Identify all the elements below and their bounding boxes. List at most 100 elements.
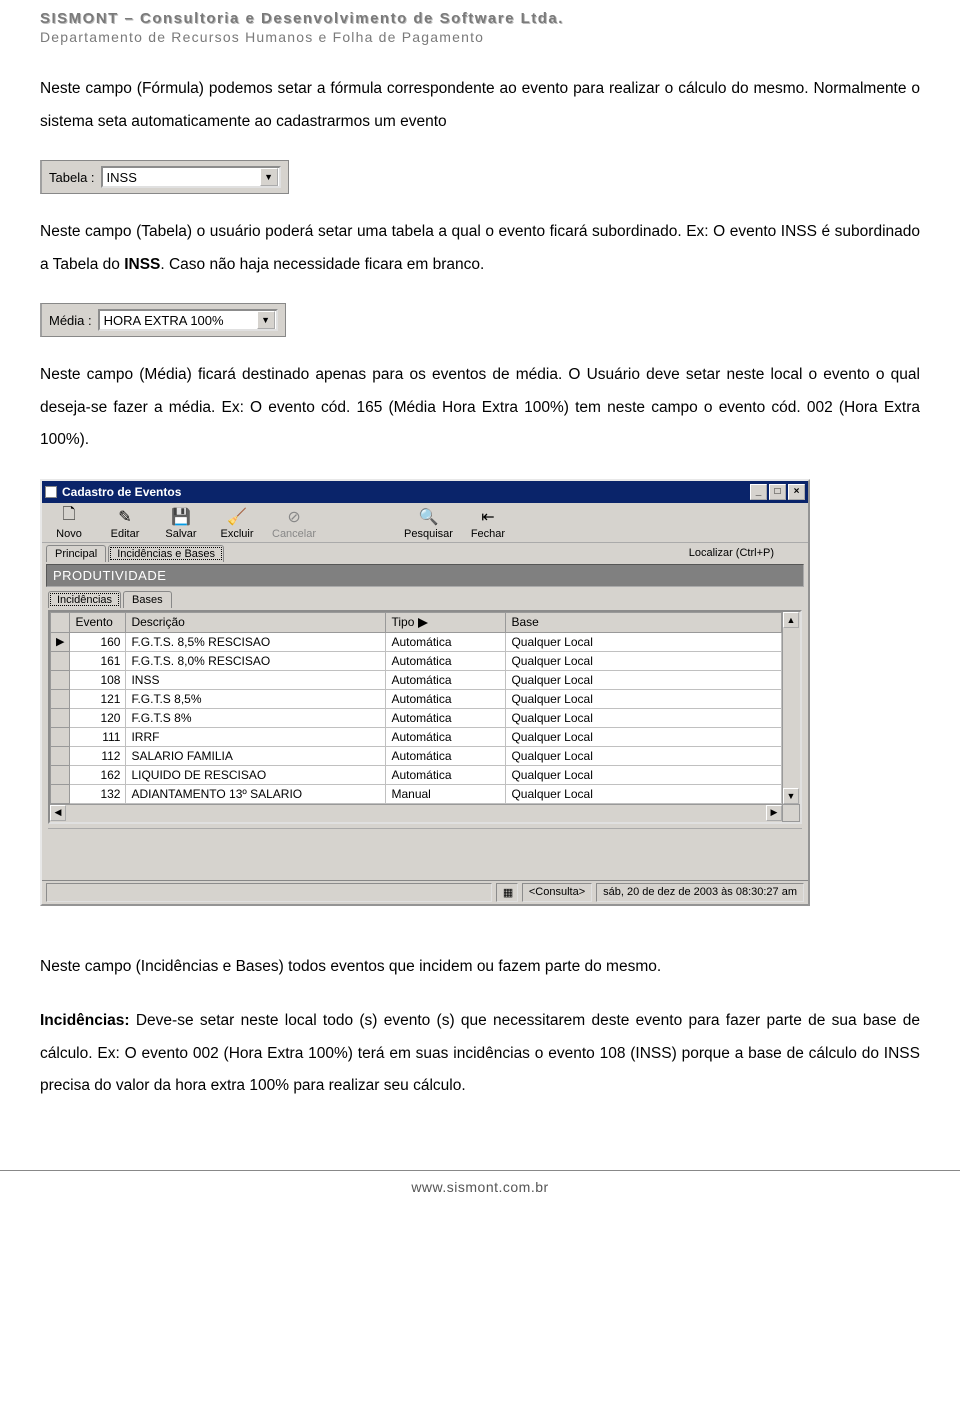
cell-descricao[interactable]: IRRF	[126, 727, 386, 746]
cell-tipo[interactable]: Automática	[386, 670, 506, 689]
row-indicator	[51, 765, 70, 784]
grid-corner-header	[51, 612, 70, 632]
col-descricao[interactable]: Descrição	[126, 612, 386, 632]
cell-tipo[interactable]: Automática	[386, 765, 506, 784]
tab-bases[interactable]: Bases	[123, 591, 172, 608]
cell-descricao[interactable]: F.G.T.S. 8,5% RESCISAO	[126, 632, 386, 651]
table-row[interactable]: 108INSSAutomáticaQualquer Local	[51, 670, 782, 689]
cell-evento[interactable]: 161	[70, 651, 126, 670]
col-base[interactable]: Base	[506, 612, 782, 632]
cell-tipo[interactable]: Automática	[386, 632, 506, 651]
grid-container: Evento Descrição Tipo Base ▶160F.G.T.S. …	[48, 610, 802, 824]
table-row[interactable]: ▶160F.G.T.S. 8,5% RESCISAOAutomáticaQual…	[51, 632, 782, 651]
produtividade-band: PRODUTIVIDADE	[46, 564, 804, 587]
tabela-value: INSS	[103, 170, 259, 185]
table-row[interactable]: 162LIQUIDO DE RESCISAOAutomáticaQualquer…	[51, 765, 782, 784]
cell-base[interactable]: Qualquer Local	[506, 670, 782, 689]
status-datetime: sáb, 20 de dez de 2003 às 08:30:27 am	[596, 883, 804, 902]
cell-tipo[interactable]: Automática	[386, 708, 506, 727]
cell-tipo[interactable]: Manual	[386, 784, 506, 803]
close-button[interactable]: ×	[788, 484, 805, 500]
cell-descricao[interactable]: F.G.T.S 8,5%	[126, 689, 386, 708]
media-combobox[interactable]: HORA EXTRA 100% ▼	[98, 309, 278, 331]
cell-descricao[interactable]: SALARIO FAMILIA	[126, 746, 386, 765]
cell-base[interactable]: Qualquer Local	[506, 746, 782, 765]
cell-evento[interactable]: 108	[70, 670, 126, 689]
cell-evento[interactable]: 120	[70, 708, 126, 727]
tab-incidencias-bases[interactable]: Incidências e Bases	[108, 545, 224, 562]
row-indicator	[51, 727, 70, 746]
cell-descricao[interactable]: F.G.T.S. 8,0% RESCISAO	[126, 651, 386, 670]
table-row[interactable]: 121F.G.T.S 8,5%AutomáticaQualquer Local	[51, 689, 782, 708]
editar-button[interactable]: ✎Editar	[104, 507, 146, 540]
cell-base[interactable]: Qualquer Local	[506, 708, 782, 727]
tabela-combobox[interactable]: INSS ▼	[101, 166, 281, 188]
media-field: Média : HORA EXTRA 100% ▼	[40, 303, 286, 337]
cell-base[interactable]: Qualquer Local	[506, 765, 782, 784]
chevron-down-icon[interactable]: ▼	[260, 168, 278, 186]
scroll-down-icon[interactable]: ▼	[783, 788, 799, 804]
fechar-button[interactable]: ⇤Fechar	[467, 507, 509, 540]
cell-base[interactable]: Qualquer Local	[506, 689, 782, 708]
table-row[interactable]: 132ADIANTAMENTO 13º SALARIOManualQualque…	[51, 784, 782, 803]
cell-descricao[interactable]: LIQUIDO DE RESCISAO	[126, 765, 386, 784]
col-evento[interactable]: Evento	[70, 612, 126, 632]
cell-descricao[interactable]: ADIANTAMENTO 13º SALARIO	[126, 784, 386, 803]
cell-tipo[interactable]: Automática	[386, 727, 506, 746]
window-title: Cadastro de Eventos	[62, 485, 181, 499]
toolbar: 🗋Novo ✎Editar 💾Salvar 🧹Excluir ⊘Cancelar 🔍Pes…	[42, 503, 808, 543]
minimize-button[interactable]: _	[750, 484, 767, 500]
cell-evento[interactable]: 121	[70, 689, 126, 708]
tabela-label: Tabela :	[49, 170, 95, 185]
excluir-button[interactable]: 🧹Excluir	[216, 507, 258, 540]
cell-evento[interactable]: 111	[70, 727, 126, 746]
tab-incidencias[interactable]: Incidências	[48, 591, 121, 608]
table-row[interactable]: 120F.G.T.S 8%AutomáticaQualquer Local	[51, 708, 782, 727]
sort-arrow-icon	[418, 618, 428, 628]
scroll-up-icon[interactable]: ▲	[783, 612, 799, 628]
table-row[interactable]: 161F.G.T.S. 8,0% RESCISAOAutomáticaQualq…	[51, 651, 782, 670]
cell-evento[interactable]: 112	[70, 746, 126, 765]
cell-base[interactable]: Qualquer Local	[506, 632, 782, 651]
eventos-grid[interactable]: Evento Descrição Tipo Base ▶160F.G.T.S. …	[50, 612, 782, 804]
cadastro-eventos-window: Cadastro de Eventos _ □ × 🗋Novo✎Editar💾S…	[40, 479, 810, 906]
cell-descricao[interactable]: INSS	[126, 670, 386, 689]
statusbar: ▦ <Consulta> sáb, 20 de dez de 2003 às 0…	[42, 880, 808, 904]
table-row[interactable]: 111IRRFAutomáticaQualquer Local	[51, 727, 782, 746]
cell-base[interactable]: Qualquer Local	[506, 784, 782, 803]
pesquisar-button[interactable]: 🔍Pesquisar	[404, 507, 453, 540]
chevron-down-icon[interactable]: ▼	[257, 311, 275, 329]
novo-button[interactable]: 🗋Novo	[48, 507, 90, 540]
doc-header-title: SISMONT – Consultoria e Desenvolvimento …	[40, 10, 920, 27]
cell-tipo[interactable]: Automática	[386, 746, 506, 765]
cancelar-button[interactable]: ⊘Cancelar	[272, 507, 316, 540]
col-tipo[interactable]: Tipo	[386, 612, 506, 632]
status-grid-icon: ▦	[496, 883, 518, 902]
cell-base[interactable]: Qualquer Local	[506, 727, 782, 746]
horizontal-scrollbar[interactable]: ◀ ▶	[50, 804, 782, 822]
paragraph-incidencias-detail: Incidências: Deve-se setar neste local t…	[40, 1005, 920, 1103]
cell-tipo[interactable]: Automática	[386, 651, 506, 670]
cell-base[interactable]: Qualquer Local	[506, 651, 782, 670]
window-icon	[45, 486, 57, 498]
main-tabstrip: Principal Incidências e Bases Localizar …	[42, 543, 808, 562]
row-indicator	[51, 708, 70, 727]
salvar-button[interactable]: 💾Salvar	[160, 507, 202, 540]
cell-tipo[interactable]: Automática	[386, 689, 506, 708]
cell-evento[interactable]: 160	[70, 632, 126, 651]
table-row[interactable]: 112SALARIO FAMILIAAutomáticaQualquer Loc…	[51, 746, 782, 765]
scroll-left-icon[interactable]: ◀	[50, 805, 66, 821]
tab-principal[interactable]: Principal	[46, 545, 106, 562]
window-titlebar[interactable]: Cadastro de Eventos _ □ ×	[42, 481, 808, 503]
sub-tabstrip: Incidências Bases	[42, 589, 808, 608]
cell-descricao[interactable]: F.G.T.S 8%	[126, 708, 386, 727]
scroll-right-icon[interactable]: ▶	[766, 805, 782, 821]
maximize-button[interactable]: □	[769, 484, 786, 500]
doc-header-subtitle: Departamento de Recursos Humanos e Folha…	[40, 29, 920, 45]
editar-label: Editar	[111, 528, 140, 540]
cell-evento[interactable]: 162	[70, 765, 126, 784]
cell-evento[interactable]: 132	[70, 784, 126, 803]
media-label: Média :	[49, 313, 92, 328]
vertical-scrollbar[interactable]: ▲ ▼	[782, 612, 800, 804]
salvar-icon: 💾	[170, 507, 192, 527]
